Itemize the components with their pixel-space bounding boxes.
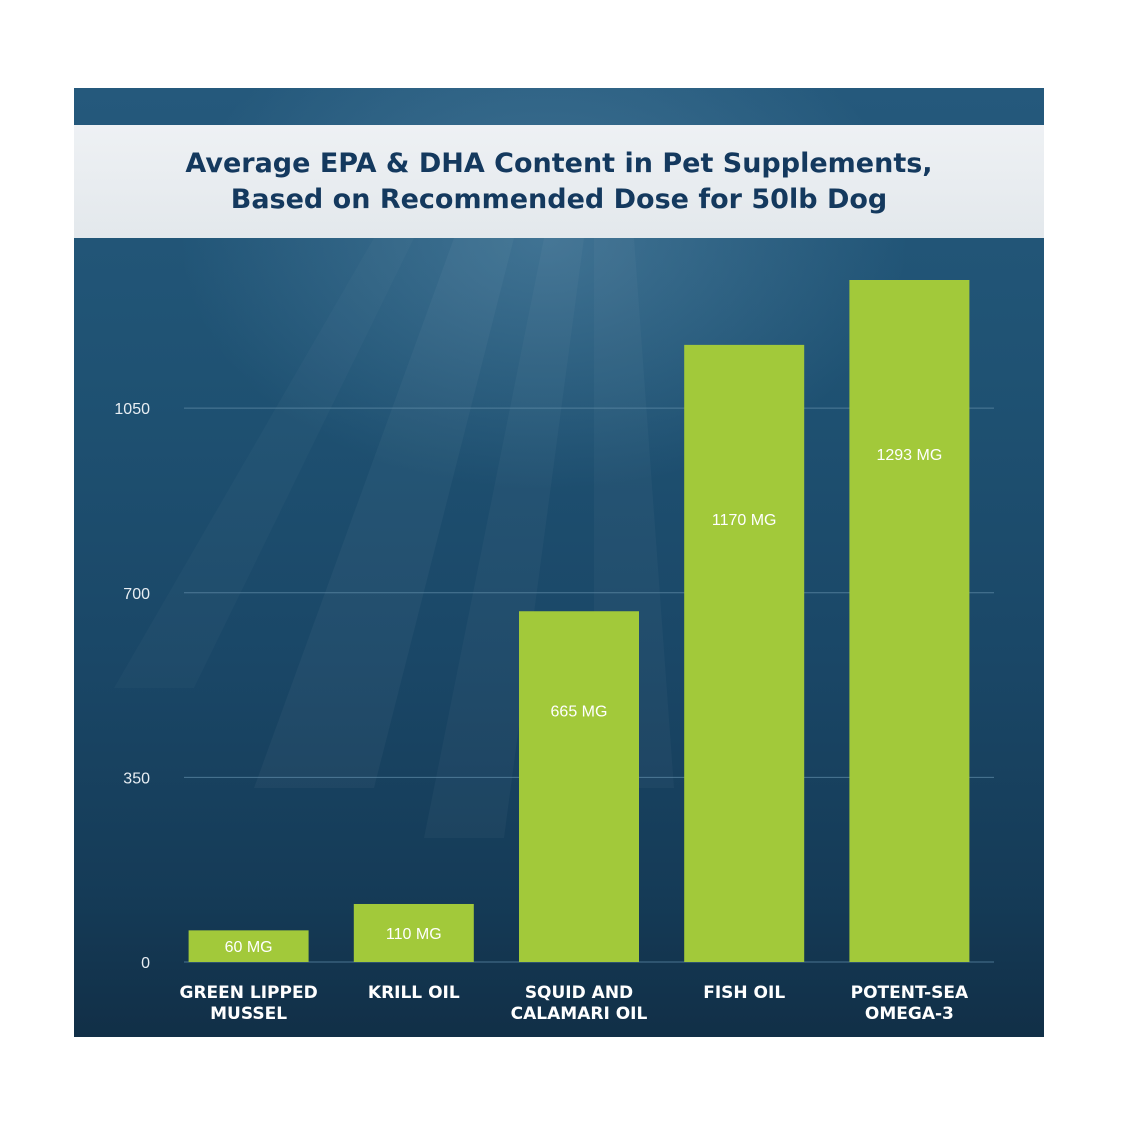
bar-value-label: 665 MG (551, 703, 608, 720)
x-category-label: KRILL OIL (368, 983, 460, 1003)
bar (519, 611, 639, 962)
x-category-label-line: CALAMARI OIL (511, 1004, 648, 1024)
bar (188, 930, 309, 962)
x-category-label-line: GREEN LIPPED (179, 983, 317, 1003)
x-category-label: FISH OIL (703, 983, 785, 1003)
chart-poster: Average EPA & DHA Content in Pet Supplem… (74, 88, 1044, 1037)
x-category-label-line: SQUID AND (525, 983, 633, 1003)
x-category-label-line: MUSSEL (210, 1004, 287, 1024)
y-tick-label: 0 (141, 955, 150, 972)
x-category-label-line: KRILL OIL (368, 983, 460, 1003)
bar-value-label: 1170 MG (712, 512, 777, 529)
bar-chart: 0 350 700 1050 60 MG 110 MG 665 MG 1170 MG 1293… (114, 280, 994, 1024)
x-category-label-line: FISH OIL (703, 983, 785, 1003)
y-tick-label: 350 (123, 770, 150, 787)
y-tick-label: 700 (123, 586, 150, 603)
x-category-label-line: POTENT-SEA (851, 983, 969, 1003)
bar (353, 903, 474, 962)
chart-title: Average EPA & DHA Content in Pet Supplem… (185, 147, 933, 215)
bar-value-label: 1293 MG (876, 447, 942, 464)
x-category-label: SQUID AND CALAMARI OIL (511, 983, 648, 1024)
x-category-label-line: OMEGA-3 (865, 1004, 954, 1024)
bar-value-label: 60 MG (225, 939, 273, 956)
x-category-label: GREEN LIPPED MUSSEL (179, 983, 317, 1024)
bar-value-label: 110 MG (386, 926, 442, 943)
bar (849, 280, 970, 962)
bar (684, 344, 805, 962)
y-tick-label: 1050 (114, 401, 150, 418)
x-category-label: POTENT-SEA OMEGA-3 (851, 983, 969, 1024)
title-band: Average EPA & DHA Content in Pet Supplem… (74, 125, 1044, 238)
